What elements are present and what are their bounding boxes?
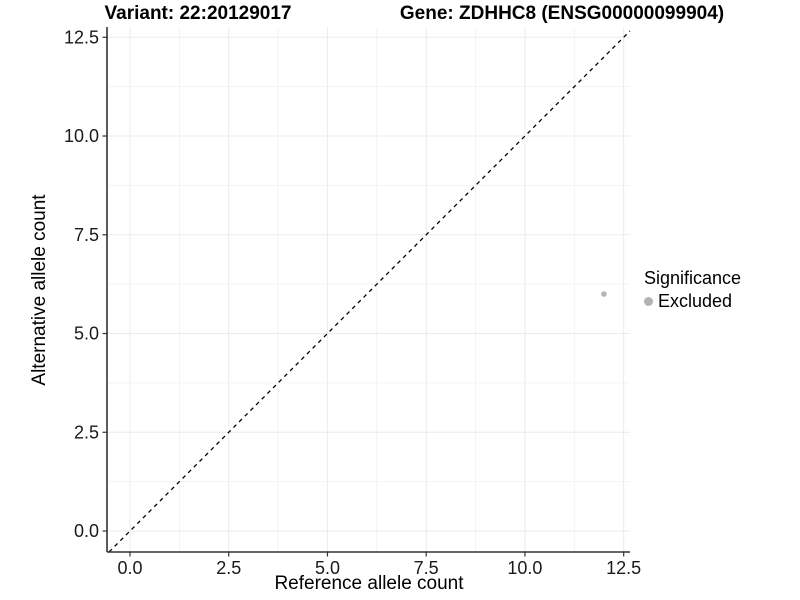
x-tick-label: 2.5 — [216, 558, 241, 578]
x-tick-label: 10.0 — [507, 558, 542, 578]
x-tick-label: 5.0 — [315, 558, 340, 578]
y-tick-label: 0.0 — [74, 521, 99, 541]
variant-title: Variant: 22:20129017 — [104, 3, 292, 24]
y-tick-label: 7.5 — [74, 225, 99, 245]
legend-item-excluded: Excluded — [644, 291, 741, 312]
x-axis-title: Reference allele count — [274, 573, 464, 594]
x-tick-label: 12.5 — [606, 558, 641, 578]
legend-title: Significance — [644, 268, 742, 288]
y-tick-label: 10.0 — [64, 126, 99, 146]
gene-title: Gene: ZDHHC8 (ENSG00000099904) — [399, 3, 725, 24]
data-point — [601, 291, 607, 297]
legend: Significance Excluded — [644, 267, 741, 312]
y-tick-label: 12.5 — [64, 27, 99, 47]
y-tick-label: 5.0 — [74, 324, 99, 344]
legend-item-label: Excluded — [658, 291, 733, 311]
y-axis-title: Alternative allele count — [29, 194, 50, 386]
x-tick-label: 0.0 — [117, 558, 142, 578]
excluded-point-icon — [644, 297, 653, 306]
identity-line — [108, 30, 631, 553]
x-tick-label: 7.5 — [414, 558, 439, 578]
y-tick-label: 2.5 — [74, 422, 99, 442]
